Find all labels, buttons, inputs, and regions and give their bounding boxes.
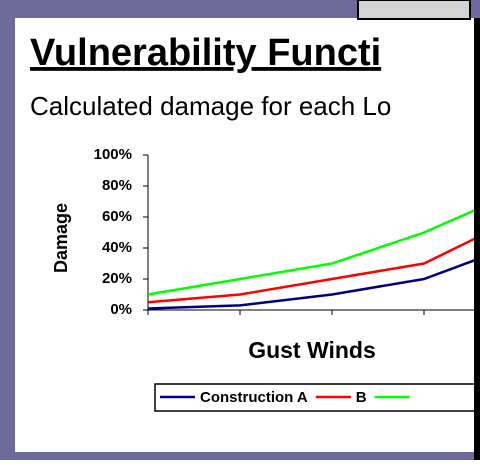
x-axis-label: Gust Winds: [248, 337, 376, 363]
y-tick-label: 60%: [102, 208, 132, 225]
chart: 0% 20% 40% 60% 80% 100% Damage Gust Winds Constr…: [51, 146, 480, 412]
y-axis-label: Damage: [51, 203, 71, 273]
subtitle: Calculated damage for each Lo: [30, 91, 391, 121]
y-tick-label: 40%: [102, 239, 132, 256]
y-tick-label: 20%: [102, 270, 132, 287]
legend-label: B: [356, 389, 367, 406]
series-line: [147, 256, 480, 310]
top-box: [357, 0, 471, 20]
title: Vulnerability Functi: [30, 32, 381, 74]
series-line: [147, 234, 480, 304]
y-tick-label: 0%: [110, 301, 132, 318]
y-tick-label: 100%: [94, 146, 132, 163]
y-tick-label: 80%: [102, 177, 132, 194]
series-line: [147, 206, 480, 296]
edge-bar: [474, 18, 480, 460]
slide-panel: [15, 18, 480, 452]
legend-label: Construction A: [200, 389, 308, 406]
